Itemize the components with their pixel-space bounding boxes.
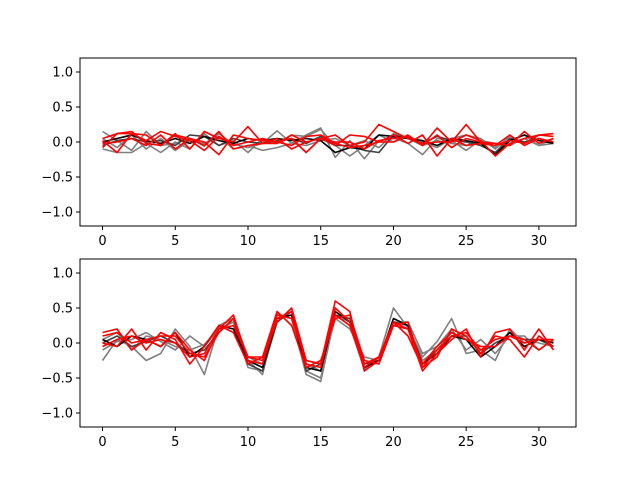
x-tick-label: 0 <box>98 234 106 249</box>
x-tick-label: 15 <box>312 435 329 450</box>
x-tick-label: 20 <box>385 234 402 249</box>
y-tick-label: 1.0 <box>52 66 73 81</box>
y-tick-label: −1.0 <box>41 407 73 422</box>
series-line-5 <box>102 134 554 156</box>
y-tick-label: −0.5 <box>41 171 73 186</box>
y-tick-label: −0.5 <box>41 372 73 387</box>
x-tick-label: 10 <box>240 234 257 249</box>
subplots: 0 5 10 15 20 25 30 1.0 0.5 0.0 −0.5 −1.0 0 5 10 15 20 25 3… <box>41 57 577 450</box>
series-line-8 <box>102 130 554 154</box>
x-tick-label: 25 <box>458 234 475 249</box>
y-tick-label: 0.5 <box>52 302 73 317</box>
y-tick-label: 0.0 <box>52 337 73 352</box>
y-tick-label: 0.5 <box>52 101 73 116</box>
y-tick-label: −1.0 <box>41 206 73 221</box>
x-tick-label: 5 <box>171 435 179 450</box>
x-tick-label: 10 <box>240 435 257 450</box>
x-tick-label: 25 <box>458 435 475 450</box>
series-line-9 <box>102 314 554 369</box>
series-line-9 <box>102 134 554 157</box>
y-tick-label: 0.0 <box>52 136 73 151</box>
x-tick-label: 0 <box>98 435 106 450</box>
x-tick-label: 20 <box>385 435 402 450</box>
x-tick-label: 5 <box>171 234 179 249</box>
subplot-1: 0 5 10 15 20 25 30 1.0 0.5 0.0 −0.5 −1.0 <box>41 57 577 249</box>
y-tick-label: 1.0 <box>52 267 73 282</box>
series-line-6 <box>102 300 555 372</box>
x-tick-label: 15 <box>312 234 329 249</box>
x-tick-label: 30 <box>531 234 548 249</box>
subplot-2: 0 5 10 15 20 25 30 1.0 0.5 0.0 −0.5 −1.0 <box>41 258 577 450</box>
x-tick-label: 30 <box>531 435 548 450</box>
